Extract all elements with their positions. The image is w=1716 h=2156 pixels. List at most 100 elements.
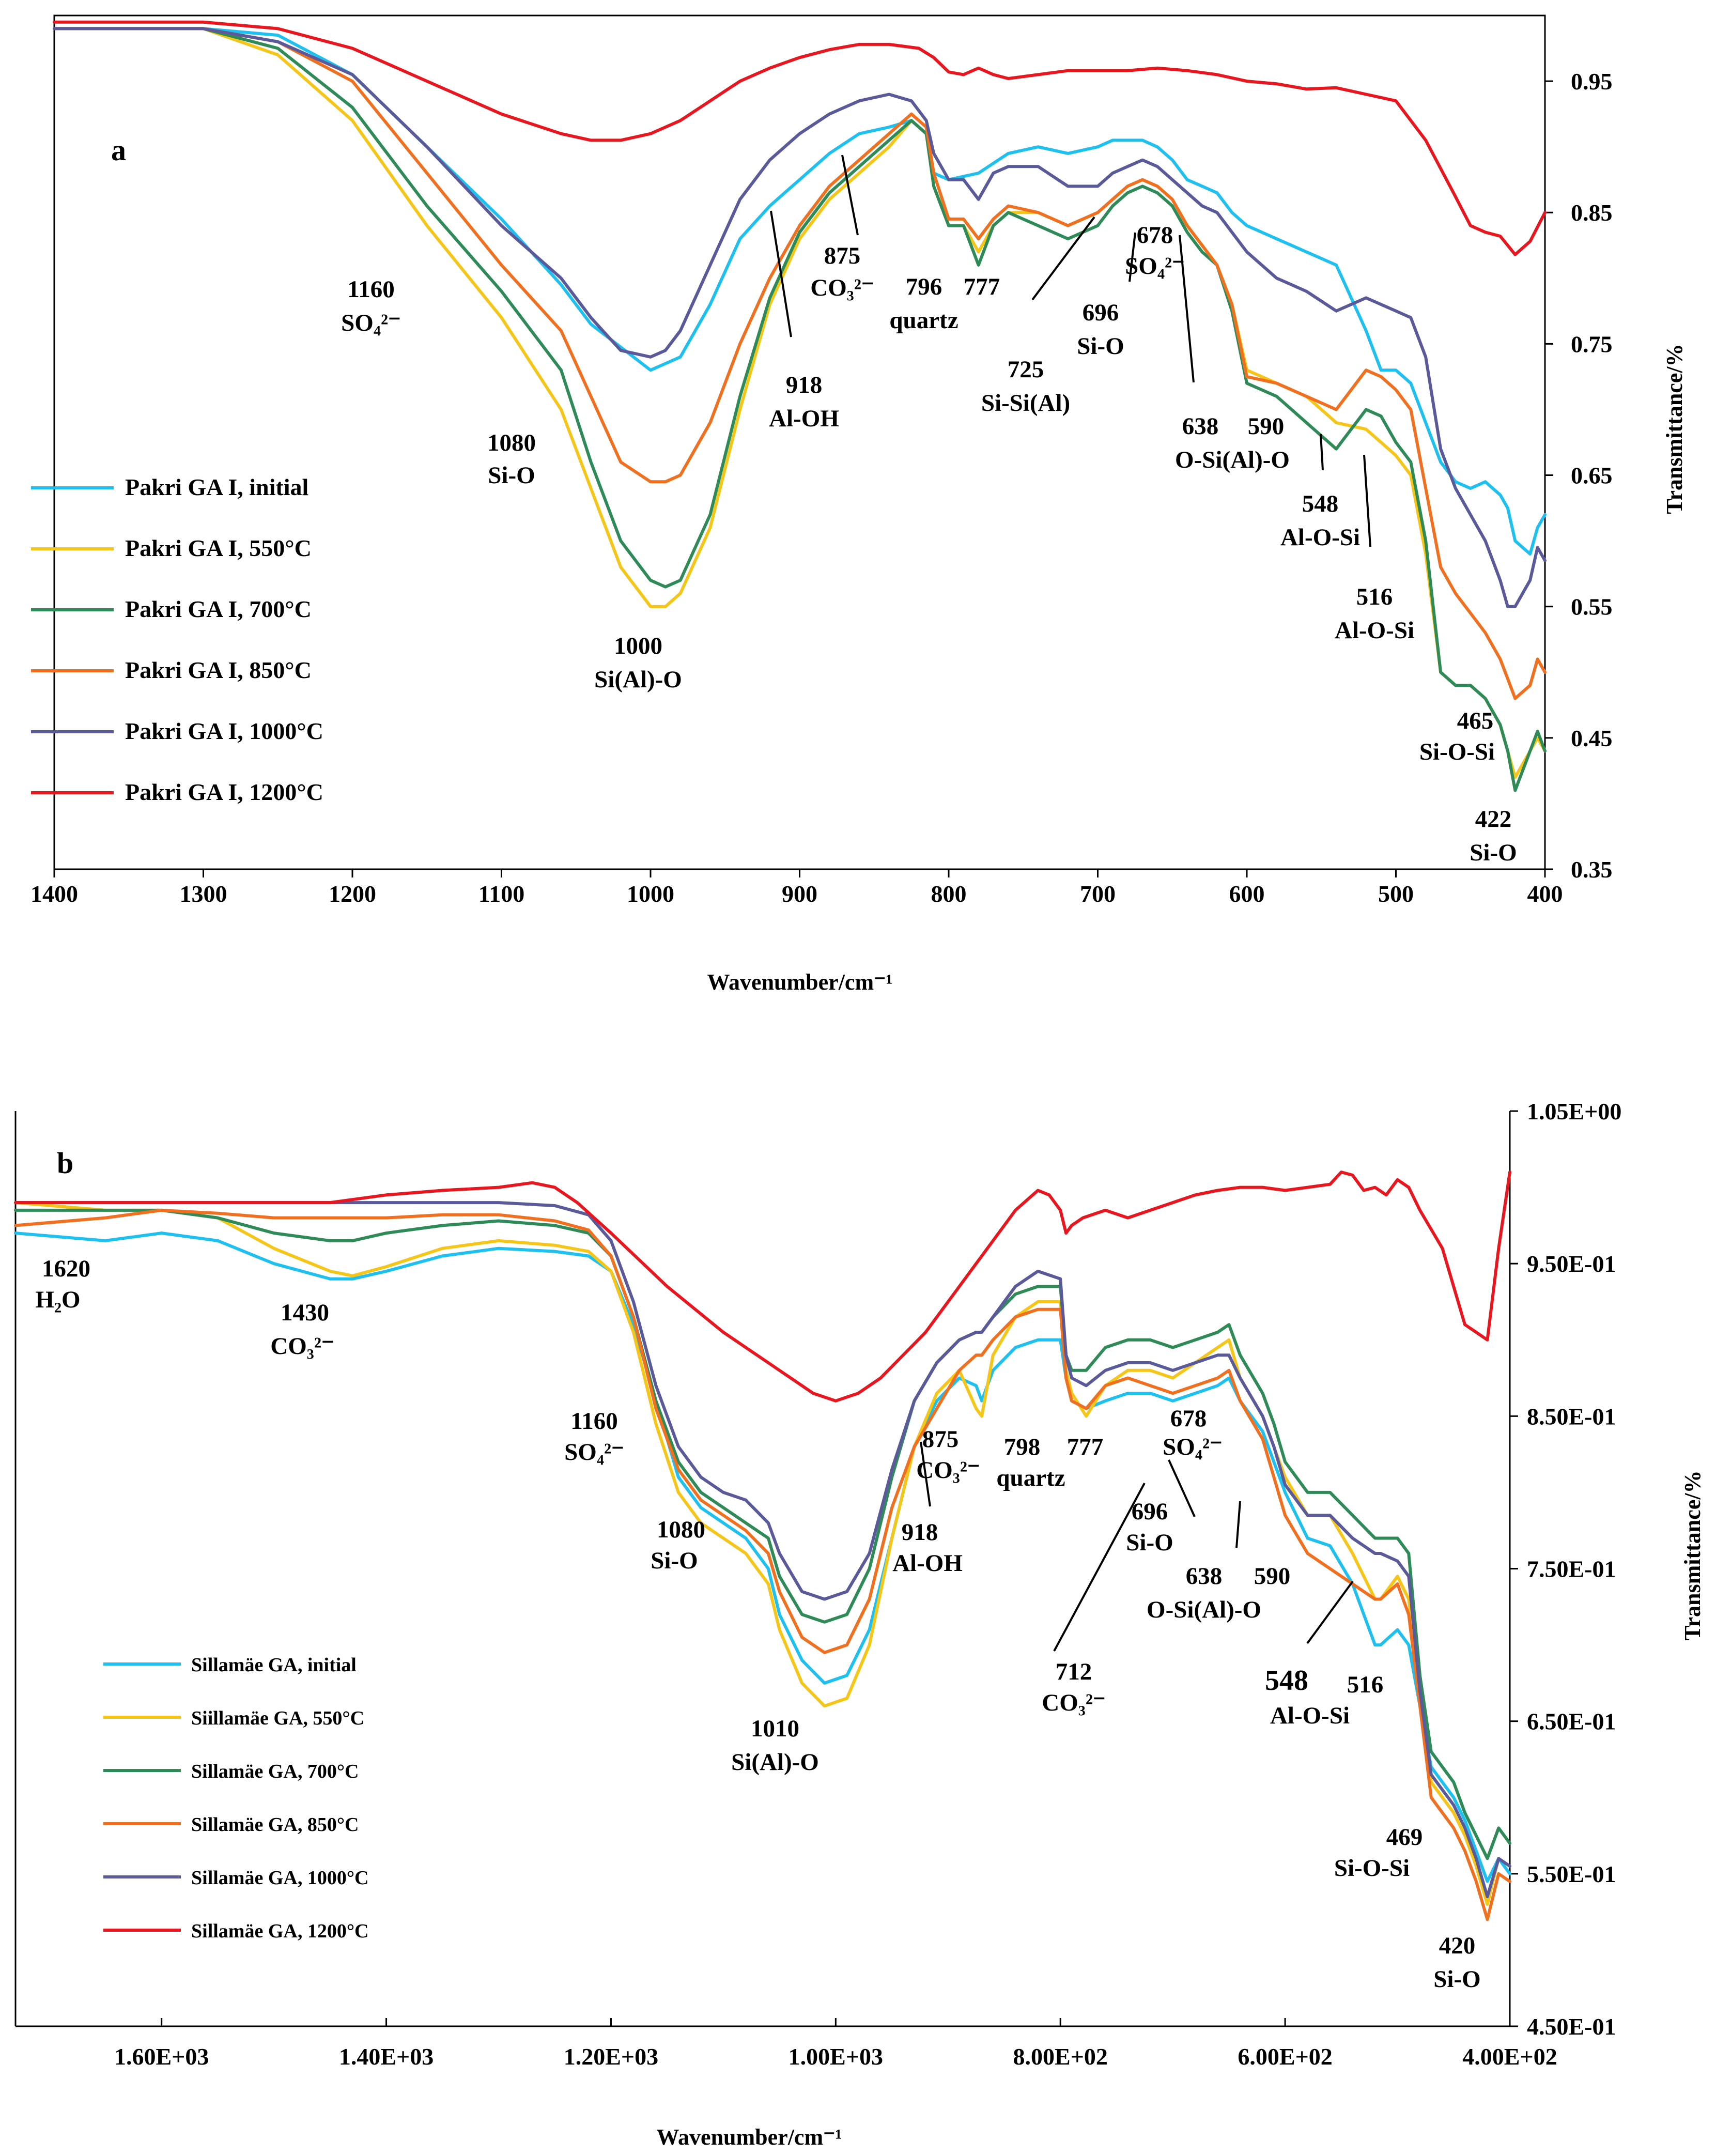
panel-label-b: b	[57, 1146, 73, 1180]
annotation-918: 918 Al-OH	[892, 1519, 963, 1577]
series-line-b-2	[14, 1208, 1511, 1860]
svg-text:875: 875	[824, 242, 861, 269]
svg-text:516: 516	[1347, 1671, 1384, 1698]
legend-a: Pakri GA I, initial Pakri GA I, 550°C Pakr…	[31, 474, 323, 805]
svg-text:777: 777	[1067, 1434, 1104, 1460]
x-tick-label: 1300	[180, 881, 227, 907]
x-tick-label: 1200	[329, 881, 376, 907]
annotation-712: 712 CO₃²⁻	[1042, 1658, 1106, 1716]
annotation-1010: 1010 Si(Al)-O	[731, 1715, 819, 1776]
annotation-777: 777	[1067, 1434, 1104, 1460]
series-line-b-4	[14, 1201, 1511, 1899]
svg-text:638: 638	[1186, 1563, 1223, 1590]
annotation-1430: 1430 CO₃²⁻	[270, 1299, 334, 1360]
y-axis-title-b: Transmittance/%	[1680, 1470, 1705, 1640]
x-tick-label: 600	[1229, 881, 1265, 907]
svg-text:1160: 1160	[570, 1408, 617, 1435]
x-axis-a: 1400 1300 1200 1100 1000 900 800 700 600 500 400	[30, 869, 1563, 907]
y-tick-label: 7.50E-01	[1527, 1556, 1616, 1582]
svg-text:1430: 1430	[281, 1299, 329, 1326]
svg-text:696: 696	[1132, 1498, 1168, 1525]
y-tick-label: 4.50E-01	[1527, 2013, 1616, 2040]
annotation-469: 469 Si-O-Si	[1334, 1824, 1423, 1882]
y-tick-label: 0.55	[1571, 594, 1613, 620]
svg-text:quartz: quartz	[996, 1465, 1065, 1491]
annotations-b: 1620 H₂O 1430 CO₃²⁻ 1160 SO₄²⁻ 1080 Si-O…	[35, 1255, 1480, 1993]
svg-text:H₂O: H₂O	[35, 1286, 80, 1313]
svg-text:590: 590	[1254, 1563, 1291, 1590]
svg-text:Al-OH: Al-OH	[892, 1550, 963, 1577]
svg-text:O-Si(Al)-O: O-Si(Al)-O	[1147, 1596, 1261, 1623]
legend-label-4: Pakri GA I, 1000°C	[125, 718, 323, 744]
svg-text:678: 678	[1170, 1405, 1207, 1432]
annotation-1160: 1160 SO₄²⁻	[341, 276, 401, 336]
annotation-1620: 1620 H₂O	[35, 1255, 90, 1313]
legend-label-5: Sillamäe GA, 1200°C	[191, 1920, 368, 1942]
annotation-796: 796 quartz	[889, 273, 958, 334]
annotation-590: 590	[1248, 413, 1285, 440]
svg-text:Si-O: Si-O	[488, 462, 535, 489]
panel-label-a: a	[111, 133, 126, 167]
y-tick-label: 1.05E+00	[1527, 1098, 1621, 1125]
svg-text:548: 548	[1302, 490, 1339, 517]
annotation-777: 777	[964, 273, 1000, 300]
svg-text:Si-Si(Al): Si-Si(Al)	[981, 390, 1070, 417]
x-tick-label: 1000	[627, 881, 674, 907]
svg-text:465: 465	[1457, 707, 1494, 734]
svg-text:1000: 1000	[614, 633, 662, 659]
svg-text:516: 516	[1356, 583, 1393, 610]
svg-text:Al-O-Si: Al-O-Si	[1335, 617, 1414, 644]
legend-label-1: Pakri GA I, 550°C	[125, 535, 312, 561]
svg-text:712: 712	[1056, 1658, 1092, 1685]
svg-text:CO₃²⁻: CO₃²⁻	[1042, 1689, 1106, 1716]
annotation-875: 875 CO₃²⁻	[810, 242, 874, 301]
svg-text:Al-O-Si: Al-O-Si	[1270, 1702, 1350, 1729]
x-tick-label: 500	[1378, 881, 1414, 907]
annotation-875: 875 CO₃²⁻	[916, 1426, 980, 1484]
y-tick-label: 0.85	[1571, 199, 1613, 226]
svg-text:422: 422	[1475, 806, 1512, 833]
svg-text:918: 918	[786, 372, 823, 398]
svg-text:798: 798	[1004, 1434, 1041, 1460]
annotation-422: 422 Si-O	[1470, 806, 1517, 866]
annotation-638: 638 O-Si(Al)-O	[1147, 1563, 1261, 1623]
y-axis-a: 0.35 0.45 0.55 0.65 0.75 0.85 0.95	[1545, 68, 1613, 883]
legend-label-1: Siillamäe GA, 550°C	[191, 1707, 364, 1729]
svg-text:420: 420	[1439, 1932, 1476, 1959]
legend-label-4: Sillamäe GA, 1000°C	[191, 1867, 368, 1889]
svg-text:SO₄²⁻: SO₄²⁻	[1163, 1434, 1223, 1460]
svg-text:796: 796	[906, 273, 942, 300]
series-group-a	[53, 20, 1547, 792]
x-axis-b: 1.60E+03 1.40E+03 1.20E+03 1.00E+03 8.00E+02…	[114, 2018, 1557, 2070]
series-line-b-3	[14, 1208, 1511, 1921]
svg-text:Si-O: Si-O	[1433, 1966, 1480, 1993]
legend-label-0: Pakri GA I, initial	[125, 474, 308, 500]
svg-text:CO₃²⁻: CO₃²⁻	[810, 274, 874, 301]
chart-panel-a: a 1400 1300 1200 1100 1000 900 800 700 600 500 400…	[30, 14, 1687, 995]
legend-label-5: Pakri GA I, 1200°C	[125, 779, 323, 805]
y-tick-label: 5.50E-01	[1527, 1861, 1616, 1887]
x-tick-label: 900	[782, 881, 817, 907]
x-tick-label: 6.00E+02	[1238, 2043, 1332, 2070]
svg-text:777: 777	[964, 273, 1000, 300]
svg-text:725: 725	[1008, 356, 1044, 383]
y-tick-label: 0.65	[1571, 463, 1613, 489]
legend-label-2: Sillamäe GA, 700°C	[191, 1761, 359, 1782]
annotation-696: 696 Si-O	[1126, 1498, 1173, 1556]
x-tick-label: 1400	[30, 881, 78, 907]
annotation-590: 590	[1254, 1563, 1291, 1590]
svg-text:590: 590	[1248, 413, 1285, 440]
y-tick-label: 0.35	[1571, 856, 1613, 883]
x-axis-title-a: Wavenumber/cm⁻¹	[707, 969, 892, 995]
x-tick-label: 1.20E+03	[564, 2043, 658, 2070]
x-tick-label: 1.60E+03	[114, 2043, 209, 2070]
x-tick-label: 1.00E+03	[789, 2043, 883, 2070]
svg-text:SO₄²⁻: SO₄²⁻	[1125, 253, 1185, 280]
legend-label-2: Pakri GA I, 700°C	[125, 596, 312, 622]
series-line-b-5	[14, 1171, 1511, 1403]
legend-label-0: Sillamäe GA, initial	[191, 1654, 357, 1676]
annotation-1080: 1080 Si-O	[651, 1516, 705, 1574]
svg-text:1160: 1160	[347, 276, 394, 303]
annotation-516: 516 Al-O-Si	[1335, 583, 1414, 644]
x-tick-label: 700	[1080, 881, 1116, 907]
